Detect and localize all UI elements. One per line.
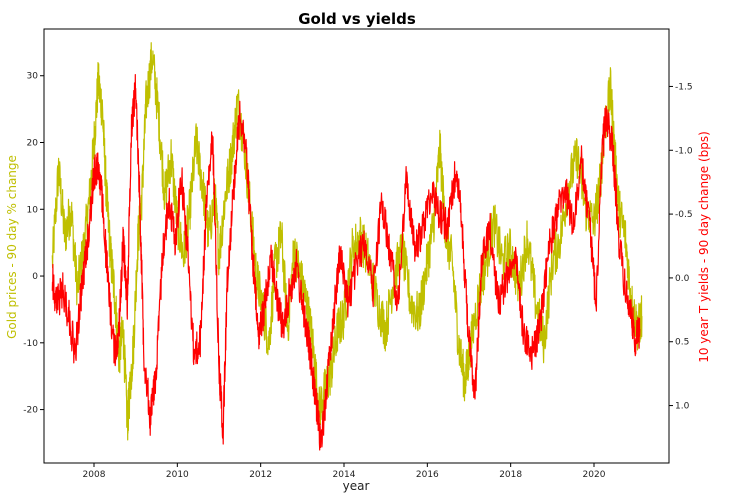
y-right-tick-label: -1.5 xyxy=(675,82,693,92)
y-right-tick-label: 1.0 xyxy=(675,402,690,412)
chart-title: Gold vs yields xyxy=(298,10,416,28)
x-tick-label: 2008 xyxy=(83,470,106,480)
x-tick-label: 2014 xyxy=(333,470,356,480)
x-tick-label: 2010 xyxy=(166,470,189,480)
y-left-tick-label: -10 xyxy=(23,339,38,349)
x-tick-label: 2016 xyxy=(416,470,439,480)
y-left-tick-label: -20 xyxy=(23,406,38,416)
y-axis-left-label: Gold prices - 90 day % change xyxy=(5,155,19,339)
y-left-tick-label: 20 xyxy=(27,139,39,149)
y-left-tick-label: 0 xyxy=(32,272,38,282)
axes xyxy=(43,28,670,464)
y-right-tick-label: -1.0 xyxy=(675,146,693,156)
y-axis-right-label: 10 year T yields - 90 day change (bps) xyxy=(697,131,711,363)
y-left-tick-label: 10 xyxy=(27,205,39,215)
plot-frame xyxy=(43,28,670,464)
plot-area xyxy=(51,42,643,451)
y-right-tick-label: -0.5 xyxy=(675,210,693,220)
ticks: 2008 2010 2012 2014 2016 2018 2020 -20 -10 0 10 20 3… xyxy=(23,72,693,480)
y-left-tick-label: 30 xyxy=(27,72,39,82)
series-line-yields xyxy=(51,74,641,451)
x-tick-label: 2018 xyxy=(499,470,522,480)
x-axis-label: year xyxy=(343,479,370,493)
y-right-tick-label: 0.0 xyxy=(675,274,690,284)
x-tick-label: 2020 xyxy=(583,470,606,480)
x-tick-label: 2012 xyxy=(249,470,272,480)
y-right-tick-label: 0.5 xyxy=(675,338,689,348)
